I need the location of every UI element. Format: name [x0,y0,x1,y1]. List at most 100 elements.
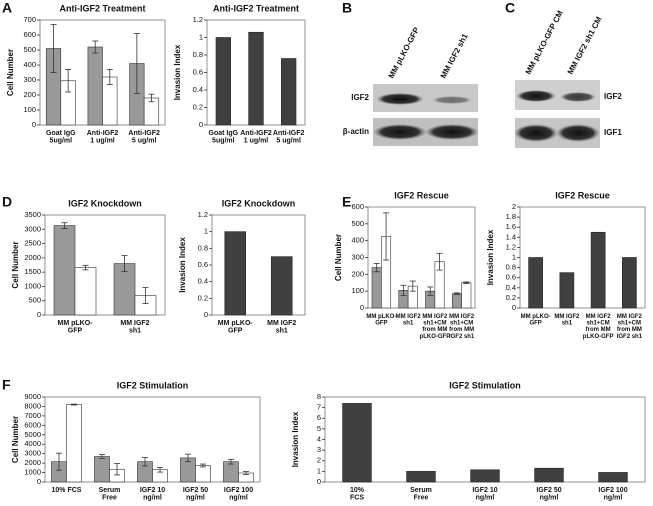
error-bar [106,69,113,85]
y-tick-label: 300 [23,75,36,84]
bar [224,231,247,316]
y-tick-label: 200 [351,269,364,278]
error-bar [157,466,164,473]
error-bar [200,463,207,468]
bar [74,267,97,316]
y-tick-label: 0.8 [193,50,203,59]
y-tick-label: 0.4 [506,283,516,292]
x-tick-label: MM IGF2 sh1 [396,314,422,327]
y-tick-label: 2500 [24,239,41,248]
y-tick-label: 0.8 [198,243,208,252]
y-tick-label: 0.8 [506,263,516,272]
y-axis-label: Cell Number [334,234,343,281]
y-axis-label: Invasion Index [178,237,187,293]
y-tick-label: 600 [23,30,36,39]
y-tick-label: 0.2 [198,293,208,302]
y-tick-label: 1.4 [506,232,516,241]
panel-label: E [342,194,351,210]
x-tick-label: IGF2 100 ng/ml [598,487,627,502]
y-tick-label: 1 [512,252,516,261]
y-tick-label: 5 [317,424,321,433]
y-tick-label: 7 [317,403,321,412]
chart-title: IGF2 Rescue [394,190,449,200]
y-tick-label: 400 [23,60,36,69]
y-tick-label: 3000 [24,449,41,458]
bar [270,256,293,316]
y-tick-label: 2 [317,456,321,465]
y-tick-label: 1000 [24,281,41,290]
error-bar [383,212,390,261]
chart-title: Anti-IGF2 Treatment [213,3,299,13]
error-bar [463,281,470,284]
plot-frame [44,214,166,316]
y-tick-label: 0.2 [506,293,516,302]
error-bar [71,403,78,406]
y-tick-label: 1.8 [506,212,516,221]
lane-label: MM pLKO-GFP CM [524,9,565,76]
bar [66,404,82,483]
error-bar [50,24,57,73]
bar [451,293,462,309]
x-tick-label: MM IGF2 sh1 [267,320,296,335]
chart-title: IGF2 Rescue [555,190,610,200]
row-label: IGF2 [604,92,622,101]
y-tick-label: 1 [317,466,321,475]
y-tick-label: 1.2 [506,242,516,251]
lane-label: MM IGF2 sh1 [439,32,470,80]
y-tick-label: 1000 [24,468,41,477]
x-tick-label: IGF2 50 ng/ml [183,487,208,502]
x-tick-label: Goat IgG 5ug/ml [46,130,76,145]
error-bar [133,33,140,94]
y-tick-label: 8000 [24,401,41,410]
x-tick-label: Serum Free [99,487,121,502]
y-tick-label: 1 [199,32,203,41]
blot-c: MM pLKO-GFP CM MM IGF2 sh1 CM IGF2 IGF1 [514,9,622,148]
y-tick-label: 0 [37,477,41,486]
y-tick-label: 500 [23,45,36,54]
y-tick-label: 3 [317,445,321,454]
error-bar [373,262,380,273]
y-tick-label: 9000 [24,392,41,401]
bar [215,37,231,126]
x-tick-label: MM pLKO-GFP [521,314,551,327]
y-tick-label: 7000 [24,411,41,420]
y-tick-label: 500 [351,219,364,228]
row-label: IGF1 [604,128,622,137]
x-tick-label: MM IGF2 sh1 [554,314,580,327]
panel-label: C [505,0,515,16]
x-tick-label: IGF2 10 ng/ml [140,487,165,502]
x-tick-label: MM pLKO-GFP [218,320,254,335]
y-tick-label: 0.4 [198,277,208,286]
error-bar [121,255,128,272]
bar [598,472,628,483]
band [514,124,558,142]
chart-title: IGF2 Knockdown [222,198,296,208]
panel-label: F [2,377,11,393]
error-bar [436,252,443,271]
y-tick-label: 0.6 [506,273,516,282]
panel-label: D [2,194,12,210]
bar [87,46,103,126]
x-tick-label: MM IGF2 sh1+CM from MM IGF2 sh1 [617,314,643,340]
error-bar [400,284,407,296]
chart-title: Anti-IGF2 Treatment [59,3,145,13]
x-tick-label: Serum Free [410,487,432,502]
bar [281,58,297,126]
y-tick-label: 3500 [24,210,41,219]
bar [371,267,382,309]
y-tick-label: 300 [351,252,364,261]
band [425,124,479,140]
error-bar [243,471,250,475]
bar [248,31,264,126]
bar [223,461,239,483]
band [432,96,472,104]
x-tick-label: IGF2 100 ng/ml [224,487,253,502]
bar [406,471,436,483]
y-axis-label: Cell Number [11,241,20,288]
y-axis-label: Invasion Index [173,44,182,100]
band [560,92,596,102]
x-tick-label: Goat IgG 5ug/ml [209,130,239,145]
error-bar [427,286,434,296]
plot-frame [324,396,646,483]
